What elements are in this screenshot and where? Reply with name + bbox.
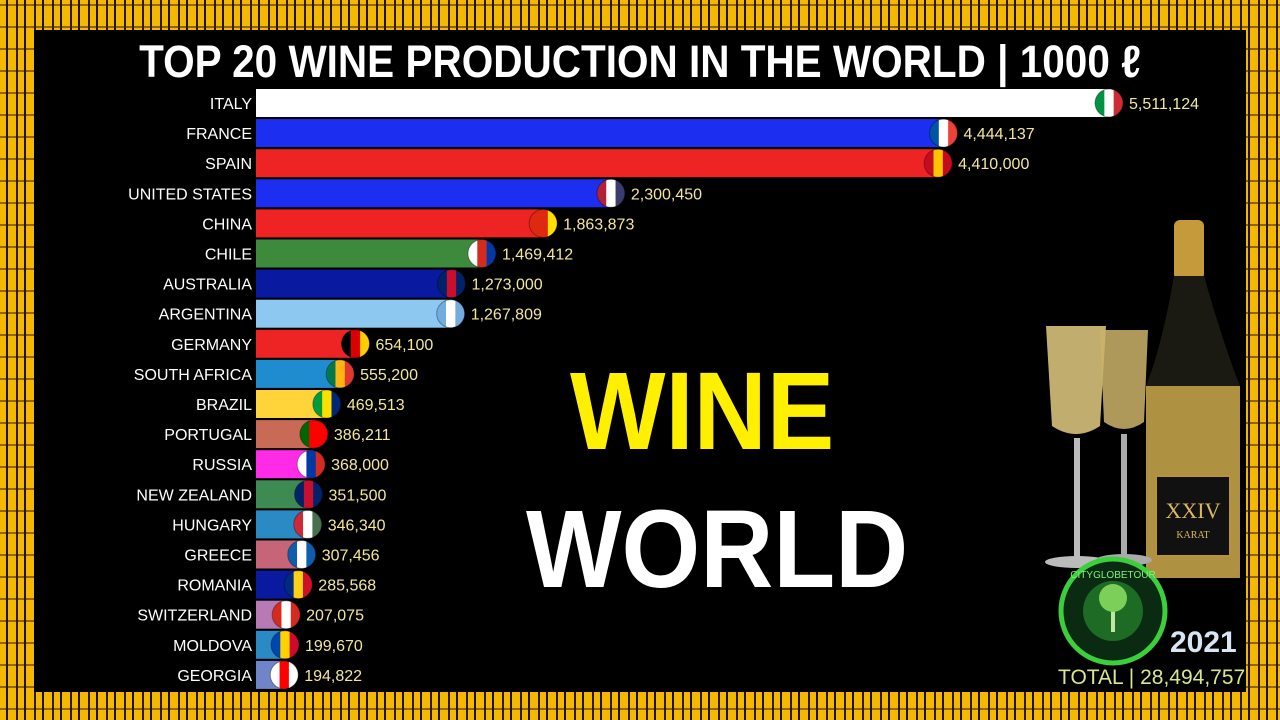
category-label: ARGENTINA (159, 307, 253, 324)
flag-icon (467, 239, 497, 268)
category-label: NEW ZEALAND (136, 487, 252, 504)
category-label: GERMANY (171, 337, 252, 354)
overlay-word-world: WORLD (526, 488, 909, 611)
flag-icon (436, 269, 466, 299)
svg-text:KARAT: KARAT (1176, 530, 1209, 541)
flag-icon (928, 118, 958, 148)
category-label: SOUTH AFRICA (134, 367, 253, 384)
logo-text: CITYGLOBETOUR (1070, 570, 1155, 581)
value-label: 368,000 (331, 457, 389, 474)
value-label: 2,300,450 (631, 186, 702, 203)
bar (256, 239, 484, 268)
value-label: 346,340 (328, 517, 386, 534)
category-label: GREECE (184, 548, 252, 565)
bar (256, 179, 613, 208)
value-label: 1,863,873 (563, 216, 634, 233)
value-label: 207,075 (306, 608, 364, 625)
champagne-illustration: XXIV KARAT (1045, 220, 1240, 578)
category-label: SPAIN (205, 156, 252, 173)
value-label: 654,100 (375, 337, 433, 354)
category-label: SWITZERLAND (137, 608, 252, 625)
category-label: ITALY (210, 96, 252, 113)
category-label: MOLDOVA (173, 638, 252, 655)
flag-icon (436, 299, 466, 329)
value-label: 285,568 (318, 578, 376, 595)
total-label: TOTAL | 28,494,757 (1058, 666, 1246, 689)
value-label: 1,273,000 (471, 277, 542, 294)
bar (256, 119, 946, 148)
category-label: CHILE (205, 247, 252, 264)
flag-icon (299, 419, 329, 449)
bar (256, 329, 358, 358)
flag-icon (923, 148, 953, 178)
chart-panel: TOP 20 WINE PRODUCTION IN THE WORLD | 10… (34, 30, 1246, 692)
flag-icon (287, 540, 317, 569)
flag-icon (312, 389, 342, 419)
value-label: 386,211 (334, 427, 391, 444)
bar (256, 209, 546, 238)
flag-icon (1094, 88, 1124, 118)
value-label: 199,670 (305, 638, 363, 655)
bar (256, 269, 454, 298)
bar (256, 89, 1111, 117)
flag-icon (294, 479, 324, 509)
bar (256, 149, 941, 178)
category-label: GEORGIA (177, 668, 252, 685)
value-label: 1,469,412 (502, 247, 573, 264)
category-label: ROMANIA (177, 578, 252, 595)
value-label: 1,267,809 (471, 307, 542, 324)
value-label: 5,511,124 (1129, 96, 1199, 113)
cityglobetour-logo: CITYGLOBETOUR (1058, 556, 1168, 666)
bar-chart: ITALY 5,511,124 FRANCE 4,444,137 SPAIN 4,410,… (128, 88, 1199, 690)
flag-icon (528, 208, 558, 238)
overlay-word-wine: WINE (570, 350, 835, 473)
value-label: 351,500 (329, 487, 387, 504)
category-label: UNITED STATES (128, 186, 252, 203)
bar (256, 299, 453, 328)
value-label: 4,444,137 (963, 126, 1034, 143)
flag-icon (596, 178, 626, 208)
category-label: FRANCE (186, 126, 252, 143)
category-label: AUSTRALIA (163, 277, 252, 294)
value-label: 555,200 (360, 367, 418, 384)
flag-icon (283, 570, 313, 600)
year-label: 2021 (1170, 626, 1237, 659)
category-label: RUSSIA (192, 457, 252, 474)
value-label: 469,513 (347, 397, 405, 414)
flag-icon (325, 359, 355, 389)
category-label: PORTUGAL (164, 427, 252, 444)
flag-icon (293, 509, 323, 539)
value-label: 307,456 (322, 548, 380, 565)
flag-icon (296, 449, 326, 479)
flag-icon (340, 329, 370, 359)
category-label: BRAZIL (196, 397, 252, 414)
category-label: CHINA (202, 216, 252, 233)
value-label: 4,410,000 (958, 156, 1029, 173)
flag-icon (270, 630, 300, 660)
svg-text:XXIV: XXIV (1166, 498, 1221, 523)
value-label: 194,822 (304, 668, 362, 685)
chart-title: TOP 20 WINE PRODUCTION IN THE WORLD | 10… (139, 36, 1141, 87)
category-label: HUNGARY (172, 517, 252, 534)
flag-icon (269, 660, 299, 690)
flag-icon (271, 600, 301, 630)
